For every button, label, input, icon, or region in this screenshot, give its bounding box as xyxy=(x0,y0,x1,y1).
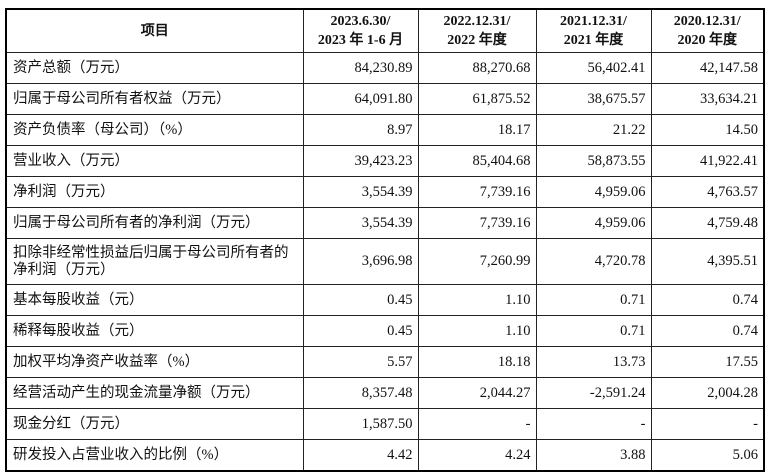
row-value: 0.74 xyxy=(650,315,765,347)
row-label: 资产负债率（母公司）（%） xyxy=(5,114,304,146)
financial-summary-table: 项目 2023.6.30/2023 年 1-6 月 2022.12.31/2022 … xyxy=(5,8,765,472)
row-label: 扣除非经常性损益后归属于母公司所有者的净利润（万元） xyxy=(5,238,304,285)
header-item: 项目 xyxy=(5,8,304,53)
row-value: 13.73 xyxy=(535,346,652,378)
table-row: 加权平均净资产收益率（%） 5.57 18.18 13.73 17.55 xyxy=(5,346,765,378)
row-value: 4,763.57 xyxy=(650,176,765,208)
table-row: 稀释每股收益（元） 0.45 1.10 0.71 0.74 xyxy=(5,315,765,347)
header-line: 2020 年度 xyxy=(677,33,738,48)
row-value: - xyxy=(417,408,537,440)
row-value: 18.18 xyxy=(417,346,537,378)
row-value: 4,959.06 xyxy=(535,207,652,239)
table-row: 现金分红（万元） 1,587.50- - - xyxy=(5,408,765,440)
row-value: 3,554.39 xyxy=(302,176,419,208)
row-value: 1,587.50 xyxy=(302,408,419,440)
row-value: 8.97 xyxy=(302,114,419,146)
row-value: 3,554.39 xyxy=(302,207,419,239)
row-label: 归属于母公司所有者权益（万元） xyxy=(5,83,304,115)
header-line: 2021.12.31/ xyxy=(560,14,627,29)
row-value: 5.06 xyxy=(650,439,765,472)
header-line: 2020.12.31/ xyxy=(673,14,741,29)
row-value: 39,423.23 xyxy=(302,145,419,177)
row-label: 营业收入（万元） xyxy=(5,145,304,177)
table-row: 基本每股收益（元） 0.45 1.10 0.71 0.74 xyxy=(5,284,765,316)
row-value: - xyxy=(650,408,765,440)
table-row: 资产总额（万元） 84,230.89 88,270.68 56,402.41 42,14… xyxy=(5,52,765,84)
row-label: 现金分红（万元） xyxy=(5,408,304,440)
row-value: 1.10 xyxy=(417,284,537,316)
row-value: 14.50 xyxy=(650,114,765,146)
row-value: 85,404.68 xyxy=(417,145,537,177)
row-value: 4.24 xyxy=(417,439,537,472)
header-line: 2023.6.30/ xyxy=(330,14,391,29)
header-line: 2023 年 1-6 月 xyxy=(317,33,404,48)
table-row: 归属于母公司所有者权益（万元） 64,091.80 61,875.52 38,675.… xyxy=(5,83,765,115)
header-period: 2021.12.31/2021 年度 xyxy=(535,8,652,53)
row-value: 4.42 xyxy=(302,439,419,472)
row-value: 17.55 xyxy=(650,346,765,378)
table-row: 资产负债率（母公司）（%） 8.97 18.17 21.22 14.50 xyxy=(5,114,765,146)
row-value: 42,147.58 xyxy=(650,52,765,84)
row-label: 经营活动产生的现金流量净额（万元） xyxy=(5,377,304,409)
row-label: 净利润（万元） xyxy=(5,176,304,208)
row-value: 7,739.16 xyxy=(417,176,537,208)
row-value: 2,004.28 xyxy=(650,377,765,409)
row-value: 5.57 xyxy=(302,346,419,378)
table-row: 研发投入占营业收入的比例（%） 4.42 4.24 3.88 5.06 xyxy=(5,439,765,472)
row-value: 18.17 xyxy=(417,114,537,146)
row-label: 资产总额（万元） xyxy=(5,52,304,84)
row-value: 4,759.48 xyxy=(650,207,765,239)
row-value: 7,260.99 xyxy=(417,238,537,285)
row-value: 0.45 xyxy=(302,315,419,347)
row-value: 56,402.41 xyxy=(535,52,652,84)
header-row: 项目 2023.6.30/2023 年 1-6 月 2022.12.31/2022 … xyxy=(5,8,765,53)
row-value: 3,696.98 xyxy=(302,238,419,285)
row-value: 88,270.68 xyxy=(417,52,537,84)
row-label: 归属于母公司所有者的净利润（万元） xyxy=(5,207,304,239)
row-value: 0.74 xyxy=(650,284,765,316)
row-value: 0.45 xyxy=(302,284,419,316)
row-value: 61,875.52 xyxy=(417,83,537,115)
row-value: 2,044.27 xyxy=(417,377,537,409)
row-value: 8,357.48 xyxy=(302,377,419,409)
table-row: 扣除非经常性损益后归属于母公司所有者的净利润（万元） 3,696.98 7,260.… xyxy=(5,238,765,285)
table-row: 营业收入（万元） 39,423.23 85,404.68 58,873.55 41,92… xyxy=(5,145,765,177)
header-line: 2022.12.31/ xyxy=(443,14,511,29)
row-value: -2,591.24 xyxy=(535,377,652,409)
row-label: 研发投入占营业收入的比例（%） xyxy=(5,439,304,472)
row-value: 0.71 xyxy=(535,284,652,316)
table-row: 归属于母公司所有者的净利润（万元） 3,554.39 7,739.16 4,959.0… xyxy=(5,207,765,239)
row-value: 4,720.78 xyxy=(535,238,652,285)
table-row: 净利润（万元） 3,554.39 7,739.16 4,959.06 4,763.57 xyxy=(5,176,765,208)
row-value: 4,395.51 xyxy=(650,238,765,285)
row-label: 加权平均净资产收益率（%） xyxy=(5,346,304,378)
table-row: 经营活动产生的现金流量净额（万元） 8,357.48 2,044.27 -2,591.… xyxy=(5,377,765,409)
row-value: 58,873.55 xyxy=(535,145,652,177)
row-value: 41,922.41 xyxy=(650,145,765,177)
header-period: 2022.12.31/2022 年度 xyxy=(417,8,537,53)
header-period: 2020.12.31/2020 年度 xyxy=(650,8,765,53)
header-line: 项目 xyxy=(140,23,169,39)
row-value: 4,959.06 xyxy=(535,176,652,208)
row-value: 3.88 xyxy=(535,439,652,472)
header-line: 2022 年度 xyxy=(447,33,507,48)
row-value: 38,675.57 xyxy=(535,83,652,115)
row-value: 84,230.89 xyxy=(302,52,419,84)
row-value: 1.10 xyxy=(417,315,537,347)
row-value: 7,739.16 xyxy=(417,207,537,239)
header-period: 2023.6.30/2023 年 1-6 月 xyxy=(302,8,419,53)
row-value: 0.71 xyxy=(535,315,652,347)
row-label: 稀释每股收益（元） xyxy=(5,315,304,347)
row-value: 33,634.21 xyxy=(650,83,765,115)
row-value: 21.22 xyxy=(535,114,652,146)
row-value: 64,091.80 xyxy=(302,83,419,115)
header-line: 2021 年度 xyxy=(563,33,624,48)
row-value: - xyxy=(535,408,652,440)
row-label: 基本每股收益（元） xyxy=(5,284,304,316)
